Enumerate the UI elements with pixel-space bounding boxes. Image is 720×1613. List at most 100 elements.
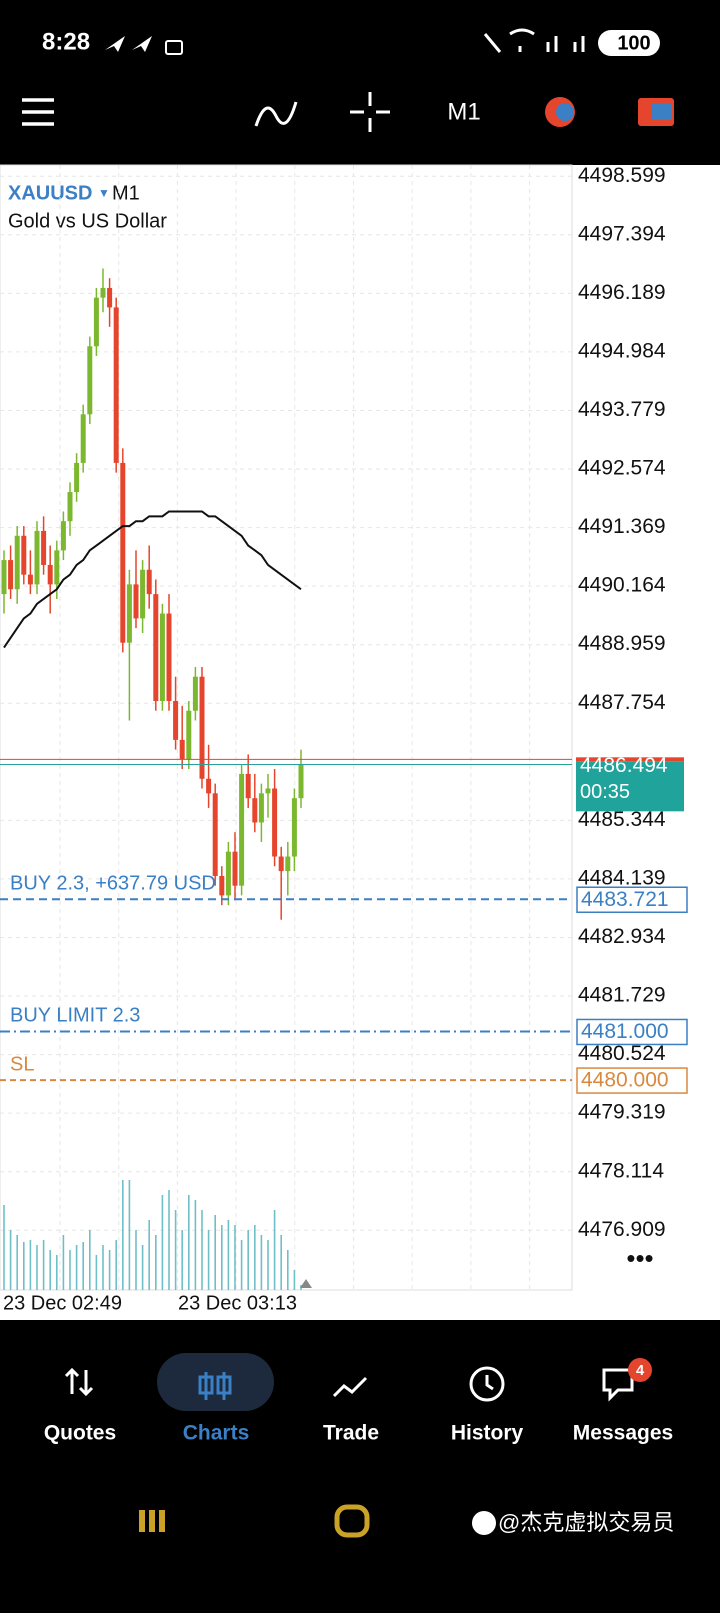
candle-body [159,613,165,702]
candle-body [60,521,66,551]
battery [598,30,660,56]
candle-body [192,676,198,711]
countdown: 00:35 [580,781,630,803]
order-label[interactable]: BUY LIMIT 2.3 [10,1005,140,1027]
message-badge [628,1358,652,1382]
chart-area [0,165,720,1320]
y-tick-label: 4494.984 [578,339,666,362]
candle-body [133,584,139,619]
candle-body [120,462,126,643]
more-button[interactable]: ••• [626,1243,653,1273]
candle-body [67,492,73,522]
candle-body [153,594,159,702]
order-price: 4481.000 [581,1020,669,1043]
order-label[interactable]: BUY 2.3, +637.79 USD [10,873,216,895]
candle-body [8,560,14,590]
nav-item[interactable]: Trade [323,1422,379,1445]
y-tick-label: 4488.959 [578,632,666,655]
plot-frame [0,164,573,1291]
candle-body [34,530,40,585]
x-tick-label: 23 Dec 02:49 [3,1292,122,1314]
lock-icon [165,40,183,55]
candle-body [14,535,20,590]
order-label[interactable]: SL [10,1053,34,1075]
order-price: 4483.721 [581,888,669,911]
y-tick-label: 4478.114 [578,1159,664,1182]
crosshair-button[interactable] [350,92,390,132]
scroll-marker [300,1279,312,1288]
badge-count: 4 [636,1362,645,1379]
candle-body [212,793,218,876]
candle-body [27,574,33,585]
bottom-nav [0,1320,720,1608]
sys-home[interactable] [334,1504,370,1538]
y-tick-label: 4497.394 [578,222,666,245]
nav-item[interactable]: Messages [573,1422,673,1445]
nav-item[interactable]: Quotes [44,1422,116,1445]
candle-body [239,773,245,886]
candle-body [245,773,251,799]
candle-body [219,875,225,896]
candle-body [93,297,99,347]
y-tick-label: 4487.754 [578,691,666,714]
battery-level: 100 [617,32,650,54]
y-tick-label: 4479.319 [578,1101,666,1124]
moving-average [3,510,302,649]
y-tick-label: 4490.164 [578,574,666,597]
status-icons [105,36,152,52]
menu-button[interactable] [22,98,54,126]
order-price-box [576,886,688,913]
order-price: 4480.000 [581,1069,669,1092]
candle-body [146,569,152,595]
candle-body [298,764,304,799]
candle-body [285,856,291,872]
candle-body [74,462,80,493]
y-tick-label: 4482.934 [578,925,666,948]
sys-recent[interactable] [139,1510,165,1532]
candle-body [199,676,205,779]
y-tick-label: 4484.139 [578,866,666,889]
y-tick-label: 4493.779 [578,398,666,421]
candle-body [47,564,53,585]
y-tick-label: 4496.189 [578,281,666,304]
y-tick-label: 4476.909 [578,1218,666,1241]
candle-body [206,778,212,794]
watermark-icon [472,1511,496,1535]
candle-body [186,710,192,760]
active-pill [157,1353,274,1411]
nav-item[interactable]: Charts [183,1422,250,1445]
candle-body [140,569,146,619]
status-time: 8:28 [42,28,90,55]
y-tick-label: 4498.599 [578,164,666,187]
nav-item[interactable]: History [451,1422,524,1445]
candle-body [41,530,47,565]
order-price-box [576,1067,688,1094]
candle-body [100,287,106,298]
candle-body [87,346,93,415]
x-tick-label: 23 Dec 03:13 [178,1292,297,1314]
bid-box [576,761,684,812]
y-tick-label: 4492.574 [578,457,666,480]
candle-body [54,550,60,585]
candle-body [179,739,185,760]
candle-body [272,788,278,857]
candle-body [1,560,7,595]
timeframe-button[interactable]: M1 [447,98,480,125]
candle-body [252,798,258,823]
candle-body [291,798,297,857]
candle-body [232,851,238,886]
candle-body [113,307,119,463]
symbol[interactable]: XAUUSD [8,182,92,204]
candle-body [265,788,271,794]
candle-body [258,793,264,823]
y-tick-label: 4480.524 [578,1042,666,1065]
indicators-button[interactable] [254,101,298,127]
candle-body [21,535,27,575]
top-bar [0,0,720,165]
svg-text:▼: ▼ [98,186,110,200]
candle-body [278,856,284,872]
candle-body [80,414,86,463]
chart-timeframe: M1 [112,182,140,204]
bid-label: 4486.494 [580,754,668,777]
